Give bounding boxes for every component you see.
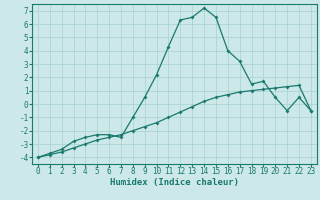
X-axis label: Humidex (Indice chaleur): Humidex (Indice chaleur) [110, 178, 239, 187]
